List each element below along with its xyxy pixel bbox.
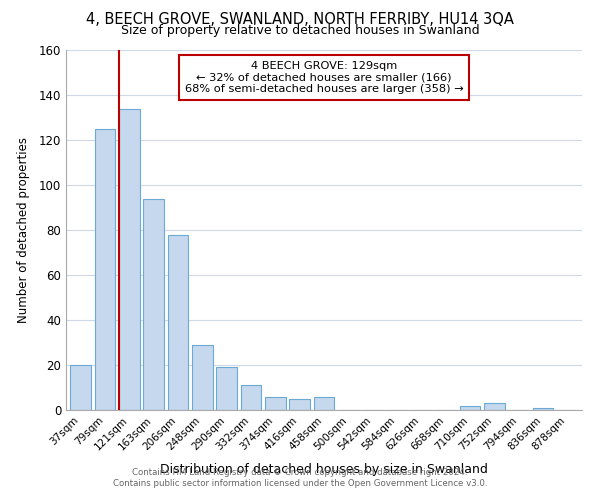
Bar xyxy=(289,399,310,410)
Bar xyxy=(216,367,237,410)
Bar xyxy=(70,365,91,410)
Bar xyxy=(314,396,334,410)
Bar xyxy=(533,408,553,410)
Bar xyxy=(192,345,212,410)
Text: 4, BEECH GROVE, SWANLAND, NORTH FERRIBY, HU14 3QA: 4, BEECH GROVE, SWANLAND, NORTH FERRIBY,… xyxy=(86,12,514,28)
Bar xyxy=(460,406,481,410)
Bar xyxy=(143,198,164,410)
Bar xyxy=(95,129,115,410)
Bar xyxy=(484,403,505,410)
Text: 4 BEECH GROVE: 129sqm
← 32% of detached houses are smaller (166)
68% of semi-det: 4 BEECH GROVE: 129sqm ← 32% of detached … xyxy=(185,61,463,94)
Bar xyxy=(265,396,286,410)
Text: Contains HM Land Registry data © Crown copyright and database right 2024.
Contai: Contains HM Land Registry data © Crown c… xyxy=(113,468,487,487)
Bar xyxy=(241,385,262,410)
X-axis label: Distribution of detached houses by size in Swanland: Distribution of detached houses by size … xyxy=(160,463,488,476)
Text: Size of property relative to detached houses in Swanland: Size of property relative to detached ho… xyxy=(121,24,479,37)
Bar xyxy=(119,108,140,410)
Y-axis label: Number of detached properties: Number of detached properties xyxy=(17,137,31,323)
Bar xyxy=(167,234,188,410)
